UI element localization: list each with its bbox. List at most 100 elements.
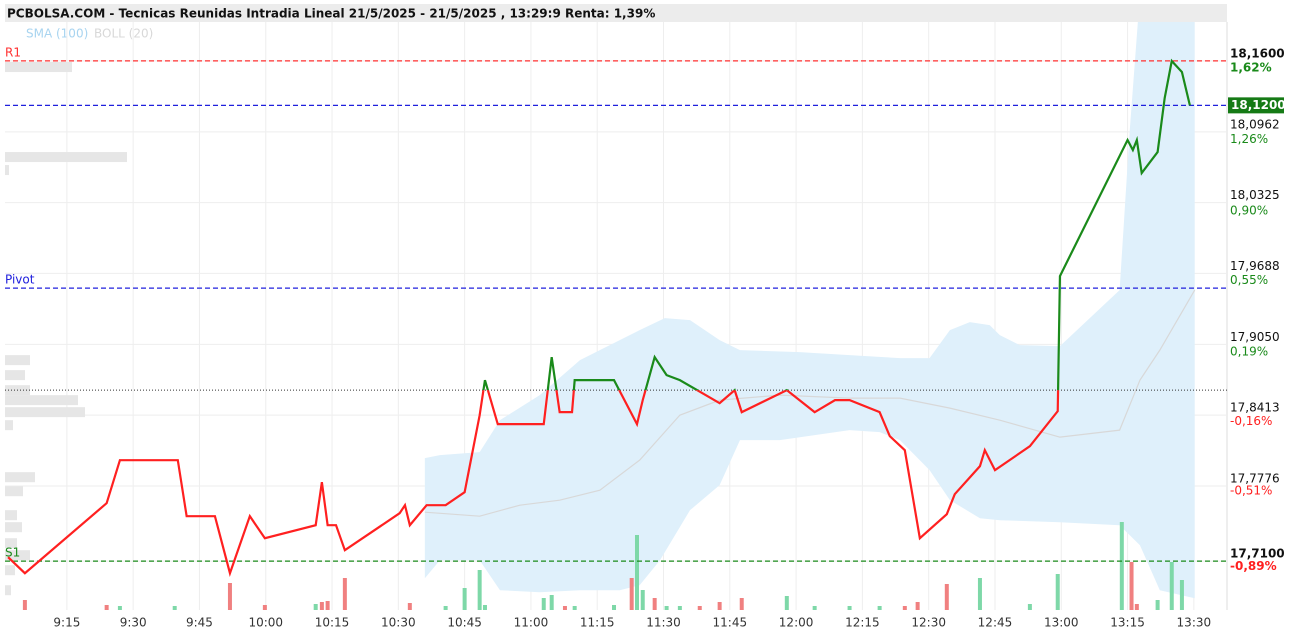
y2-tick-label: 1,62% — [1230, 60, 1272, 74]
volume-bar — [1119, 522, 1124, 610]
current-price-label: 18,1200 — [1231, 98, 1286, 112]
volume-profile-bar — [5, 510, 17, 521]
bollinger-band — [424, 22, 1195, 599]
y2-tick-label: 0,90% — [1230, 203, 1268, 217]
legend-entry: SMA (100) — [26, 27, 88, 41]
volume-bar — [1027, 604, 1032, 610]
y-tick-label: 17,7776 — [1230, 471, 1280, 485]
x-tick-label: 10:30 — [381, 616, 416, 630]
volume-bar — [629, 578, 634, 610]
volume-bar — [262, 605, 267, 610]
volume-profile-bar — [5, 550, 30, 561]
volume-bar — [227, 583, 232, 610]
volume-bar — [313, 604, 318, 610]
legend-entry: BOLL (20) — [94, 27, 153, 41]
volume-bar — [1129, 562, 1134, 610]
x-tick-label: 9:15 — [53, 616, 80, 630]
x-tick-label: 12:30 — [911, 616, 946, 630]
volume-profile-bar — [5, 472, 35, 483]
y2-tick-label: -0,51% — [1230, 484, 1272, 498]
volume-bar — [697, 606, 702, 610]
volume-bar — [319, 602, 324, 610]
volume-profile-bar — [5, 355, 30, 366]
volume-bar — [652, 598, 657, 610]
y2-tick-label: 1,26% — [1230, 132, 1268, 146]
volume-bar — [562, 606, 567, 610]
level-label: Pivot — [5, 273, 35, 287]
x-tick-label: 10:00 — [248, 616, 283, 630]
y2-tick-label: 0,19% — [1230, 345, 1268, 359]
volume-bar — [407, 603, 412, 610]
volume-bar — [549, 595, 554, 610]
x-tick-label: 9:30 — [120, 616, 147, 630]
x-tick-label: 11:45 — [713, 616, 748, 630]
volume-bar — [977, 578, 982, 610]
volume-bar — [22, 600, 27, 610]
volume-bar — [482, 605, 487, 610]
plot-clip — [424, 22, 1196, 599]
x-tick-label: 13:15 — [1110, 616, 1145, 630]
volume-bar — [634, 535, 639, 610]
x-tick-label: 11:30 — [646, 616, 681, 630]
volume-bar — [847, 606, 852, 610]
volume-bar — [172, 606, 177, 610]
volume-bar — [541, 598, 546, 610]
x-tick-label: 13:00 — [1044, 616, 1079, 630]
x-tick-label: 11:15 — [580, 616, 615, 630]
x-tick-label: 12:15 — [845, 616, 880, 630]
x-tick-label: 13:30 — [1177, 616, 1212, 630]
y-tick-label: 17,7100 — [1230, 547, 1285, 561]
chart-title: PCBOLSA.COM - Tecnicas Reunidas Intradia… — [7, 7, 655, 21]
x-tick-label: 10:45 — [447, 616, 482, 630]
volume-bar — [1055, 574, 1060, 610]
volume-bar — [342, 578, 347, 610]
price-line-down — [7, 390, 1060, 577]
volume-bar — [572, 606, 577, 610]
volume-bar — [677, 606, 682, 610]
volume-profile-bar — [5, 152, 127, 163]
y-tick-label: 17,8413 — [1230, 401, 1280, 415]
volume-profile-bar — [5, 538, 17, 549]
level-label: S1 — [5, 546, 20, 560]
x-tick-label: 11:00 — [514, 616, 549, 630]
y-tick-label: 18,0325 — [1230, 188, 1280, 202]
level-label: R1 — [5, 45, 21, 59]
volume-bar — [812, 606, 817, 610]
volume-bar — [117, 606, 122, 610]
title-bar — [5, 4, 1227, 22]
volume-profile-bar — [5, 165, 9, 176]
volume-profile-bar — [5, 370, 25, 381]
volume-bar — [443, 606, 448, 610]
volume-profile-bar — [5, 407, 85, 418]
volume-bar — [915, 602, 920, 610]
y2-tick-label: -0,89% — [1230, 559, 1277, 573]
current-price-box — [1228, 97, 1284, 114]
volume-profile-bar — [5, 395, 78, 406]
volume-bar — [784, 596, 789, 610]
volume-bar — [1134, 604, 1139, 610]
y-tick-label: 17,9050 — [1230, 330, 1280, 344]
volume-bar — [902, 606, 907, 610]
y2-tick-label: -0,16% — [1230, 414, 1272, 428]
volume-bar — [1179, 580, 1184, 610]
volume-bar — [944, 584, 949, 610]
y-tick-label: 18,1600 — [1230, 46, 1285, 60]
volume-bar — [1155, 600, 1160, 610]
volume-bar — [1169, 562, 1174, 610]
volume-profile-bar — [5, 486, 23, 497]
volume-bar — [462, 588, 467, 610]
volume-bar — [664, 606, 669, 610]
volume-profile-bar — [5, 522, 22, 533]
volume-bar — [612, 605, 617, 610]
y2-tick-label: 0,55% — [1230, 273, 1268, 287]
volume-bar — [877, 606, 882, 610]
x-tick-label: 9:45 — [186, 616, 213, 630]
y-tick-label: 17,9688 — [1230, 259, 1280, 273]
x-tick-label: 12:00 — [779, 616, 814, 630]
volume-bar — [325, 601, 330, 610]
volume-profile-bar — [5, 585, 11, 596]
volume-bar — [739, 598, 744, 610]
volume-bar — [640, 590, 645, 610]
volume-profile-bar — [5, 565, 15, 576]
